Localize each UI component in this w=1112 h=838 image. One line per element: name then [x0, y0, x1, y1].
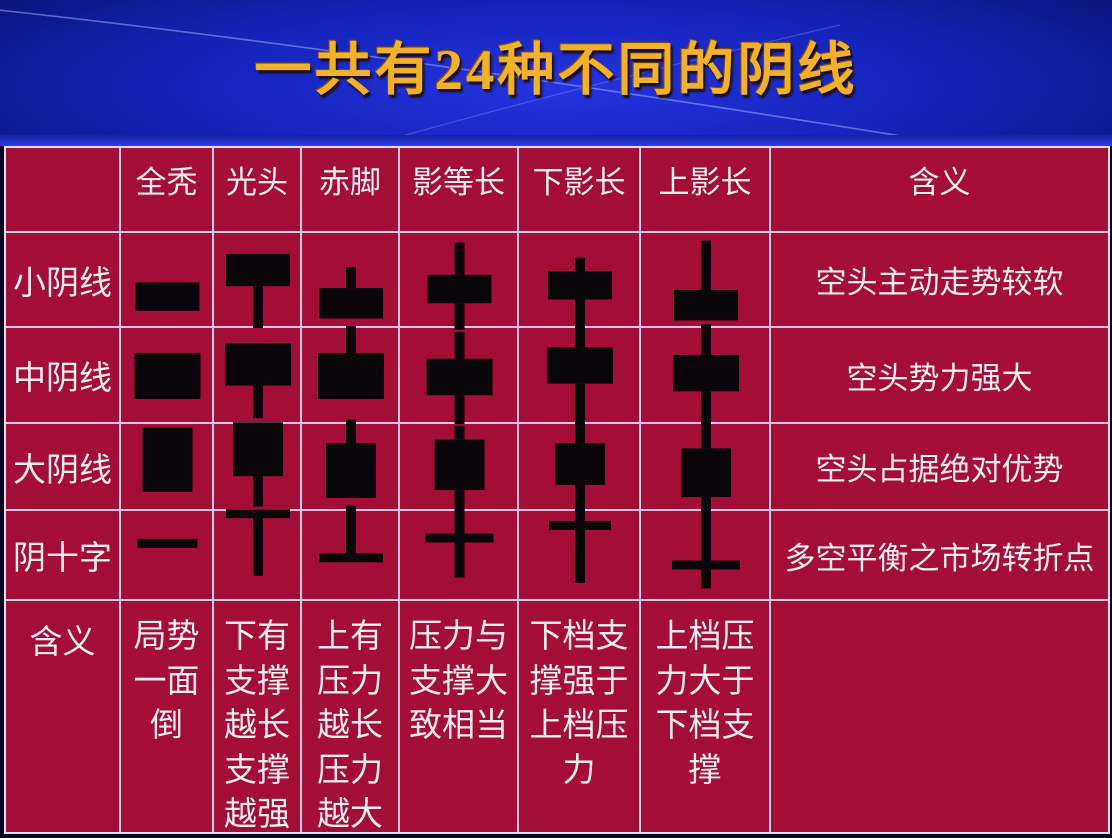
candle-body-only — [121, 328, 214, 424]
candle-equal-shadows — [400, 233, 519, 330]
col-header-6: 上影长 — [641, 148, 771, 233]
candle-long-upper-shadow — [641, 233, 771, 328]
row-meaning-1: 空头势力强大 — [771, 328, 1108, 424]
col-header-2: 光头 — [214, 148, 302, 233]
row-meaning-3: 多空平衡之市场转折点 — [771, 511, 1108, 601]
candle-upper-shadow — [302, 419, 400, 511]
row-label-0: 小阴线 — [6, 233, 121, 328]
row-label-1: 中阴线 — [6, 328, 121, 424]
col-header-1: 全秃 — [121, 148, 214, 233]
candle-long-lower-shadow — [519, 413, 641, 542]
candle-long-lower-shadow — [519, 324, 641, 436]
row-meaning-0: 空头主动走势较软 — [771, 233, 1108, 328]
candle-doji-long-lower — [519, 503, 641, 601]
row-label-meaning: 含义 — [6, 601, 121, 832]
col-meaning-5: 上档压力大于下档支撑 — [641, 601, 771, 832]
col-header-3: 赤脚 — [302, 148, 400, 233]
candle-long-lower-shadow — [519, 233, 641, 332]
row-label-3: 阴十字 — [6, 511, 121, 601]
candle-doji-cross — [400, 511, 519, 601]
col-meaning-2: 上有压力越长压力越大 — [302, 601, 400, 833]
slide-title: 一共有24种不同的阴线 — [254, 39, 858, 102]
candle-long-upper-shadow — [641, 324, 771, 428]
title-banner: 一共有24种不同的阴线 — [0, 0, 1112, 146]
corner-cell — [6, 148, 121, 233]
col-meaning-1: 下有支撑越长支撑越强 — [214, 601, 302, 833]
candle-lower-shadow — [214, 233, 302, 328]
candle-lower-shadow — [214, 422, 302, 511]
candle-doji-inverted-T — [302, 505, 400, 601]
empty-bottom-right-cell — [771, 601, 1108, 832]
candle-lower-shadow — [214, 328, 302, 424]
col-header-5: 下影长 — [519, 148, 641, 233]
row-label-2: 大阴线 — [6, 424, 121, 511]
candle-upper-shadow — [302, 233, 400, 328]
col-header-4: 影等长 — [400, 148, 519, 233]
col-meaning-0: 局势一面倒 — [121, 601, 214, 832]
candlestick-table: 全秃 光头 赤脚 影等长 下影长 上影长 含义 小阴线 空头主动走势较软 中阴线 空头势力强大 大阴线… — [4, 146, 1110, 834]
candle-equal-shadows — [400, 328, 519, 424]
col-meaning-3: 压力与支撑大致相当 — [400, 601, 519, 832]
candle-body-only — [121, 233, 214, 328]
row-meaning-2: 空头占据绝对优势 — [771, 424, 1108, 511]
candle-doji-long-upper — [641, 497, 771, 601]
banner-bottom-strip — [0, 135, 1112, 146]
col-meaning-4: 下档支撑强于上档压力 — [519, 601, 641, 832]
col-header-7: 含义 — [771, 148, 1108, 233]
candle-doji-T — [214, 509, 302, 601]
candle-upper-shadow — [302, 326, 400, 424]
candle-equal-shadows — [400, 424, 519, 518]
candle-body-only — [121, 424, 214, 511]
candle-doji-bar — [121, 511, 214, 601]
